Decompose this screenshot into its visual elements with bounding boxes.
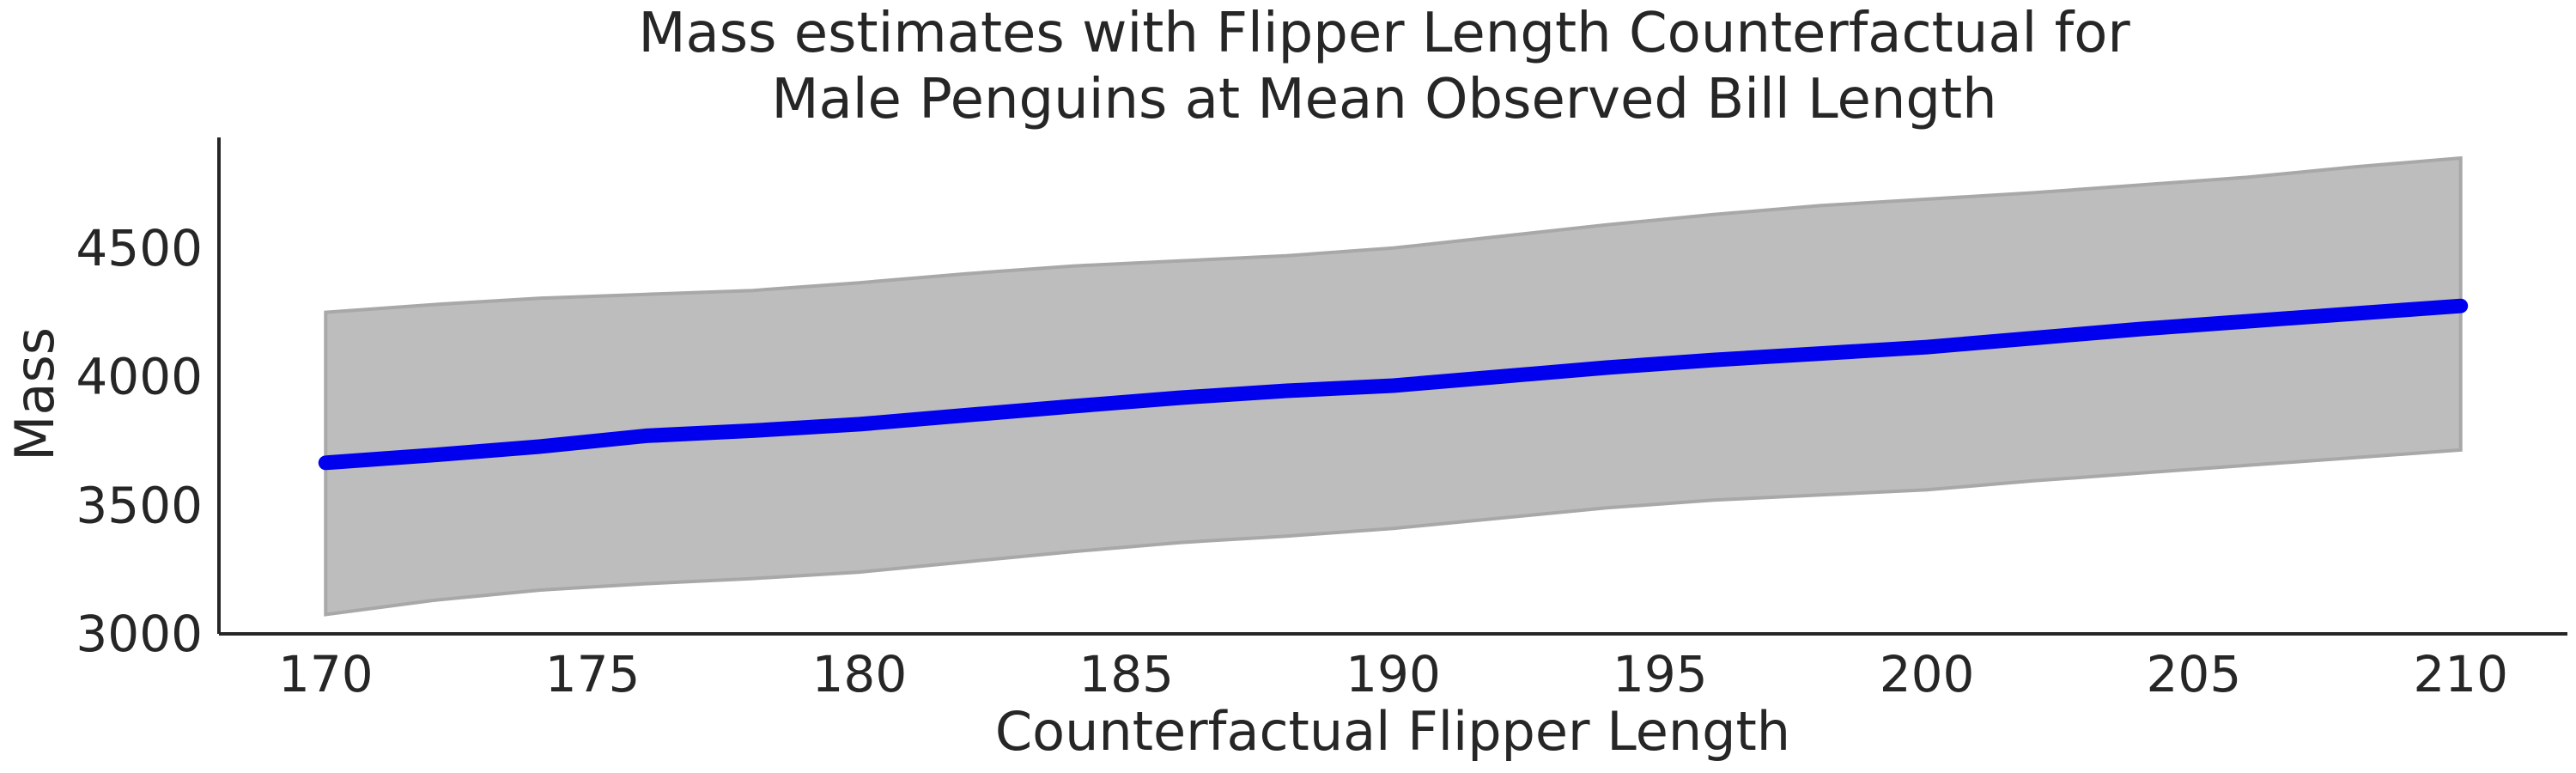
x-tick-label: 180 — [812, 645, 908, 703]
y-tick-label: 3500 — [76, 476, 203, 534]
x-tick-label: 200 — [1880, 645, 1975, 703]
y-tick-label: 4500 — [76, 219, 203, 277]
chart-title-line-1: Mass estimates with Flipper Length Count… — [638, 2, 2130, 65]
x-axis-ticks: 170 175 180 185 190 195 200 205 210 — [278, 645, 2508, 703]
x-tick-label: 210 — [2413, 645, 2508, 703]
chart-title-line-2: Male Penguins at Mean Observed Bill Leng… — [771, 68, 1996, 131]
y-axis-ticks: 3000 3500 4000 4500 — [76, 219, 203, 663]
x-tick-label: 195 — [1613, 645, 1708, 703]
y-tick-label: 4000 — [76, 348, 203, 406]
x-tick-label: 190 — [1346, 645, 1441, 703]
chart-title: Mass estimates with Flipper Length Count… — [638, 2, 2130, 131]
mean-mass-line — [318, 298, 2469, 471]
x-axis-label: Counterfactual Flipper Length — [995, 700, 1790, 763]
y-tick-label: 3000 — [76, 605, 203, 663]
x-tick-label: 185 — [1078, 645, 1174, 703]
x-tick-label: 205 — [2147, 645, 2242, 703]
x-tick-label: 170 — [278, 645, 374, 703]
plot-area — [318, 155, 2469, 617]
x-tick-label: 175 — [545, 645, 641, 703]
y-axis-label: Mass — [3, 327, 66, 461]
